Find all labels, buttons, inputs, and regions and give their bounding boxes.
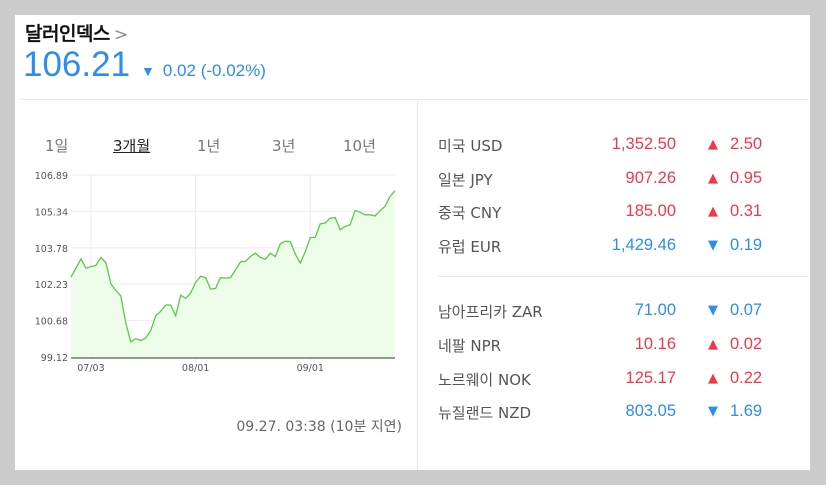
currency-row[interactable]: 미국 USD 1,352.50 ▲ 2.50 (438, 135, 798, 159)
chevron-right-icon: > (113, 25, 128, 45)
currency-row[interactable]: 유럽 EUR 1,429.46 ▼ 0.19 (438, 236, 798, 260)
up-arrow-icon: ▲ (708, 171, 718, 186)
timestamp: 09.27. 03:38 (10분 지연) (236, 419, 402, 435)
currency-rate: 907.26 (625, 169, 676, 187)
currency-change: 1.69 (730, 402, 763, 420)
y-tick-label: 103.78 (35, 244, 68, 255)
tab-3m[interactable]: 3개월 (113, 137, 151, 155)
currency-rate: 125.17 (625, 369, 676, 387)
price-line (70, 190, 396, 343)
currency-name: 중국 CNY (438, 204, 502, 222)
currency-row[interactable]: 중국 CNY 185.00 ▲ 0.31 (438, 202, 798, 226)
up-arrow-icon: ▲ (708, 337, 718, 352)
tab-1y[interactable]: 1년 (197, 137, 221, 155)
down-arrow-icon: ▼ (708, 303, 718, 318)
currency-change: 0.02 (730, 335, 763, 353)
currency-change: 2.50 (730, 135, 763, 153)
down-arrow-icon: ▼ (708, 238, 718, 253)
tab-1d[interactable]: 1일 (45, 137, 69, 155)
y-tick-label: 105.34 (35, 207, 68, 218)
dollar-index-card: 달러인덱스 > 106.21 ▼ 0.02 (-0.02%) 1일 3개월 1년 3… (15, 15, 810, 470)
up-arrow-icon: ▲ (708, 371, 718, 386)
currency-change: 0.95 (730, 169, 763, 187)
currency-rate: 1,429.46 (611, 236, 676, 254)
price-chart: 106.89 105.34 103.78 102.23 100.68 99.12 07/03… (35, 171, 396, 374)
currency-name: 노르웨이 NOK (438, 371, 531, 389)
x-tick-label: 09/01 (297, 363, 324, 374)
currency-row[interactable]: 남아프리카 ZAR 71.00 ▼ 0.07 (438, 301, 798, 325)
tab-3y[interactable]: 3년 (272, 137, 296, 155)
currency-name: 남아프리카 ZAR (438, 303, 543, 321)
currency-rate: 1,352.50 (611, 135, 676, 153)
x-tick-label: 08/01 (182, 363, 209, 374)
y-tick-label: 106.89 (35, 171, 68, 182)
x-tick-label: 07/03 (77, 363, 104, 374)
currency-change: 0.22 (730, 369, 763, 387)
current-price: 106.21 (23, 45, 131, 84)
index-title-link[interactable]: 달러인덱스 > (25, 19, 128, 46)
y-tick-label: 100.68 (35, 316, 68, 327)
currency-name: 미국 USD (438, 137, 503, 155)
currency-row[interactable]: 노르웨이 NOK 125.17 ▲ 0.22 (438, 369, 798, 393)
currency-name: 일본 JPY (438, 171, 493, 189)
price-change: ▼ 0.02 (-0.02%) (141, 61, 266, 81)
currency-name: 네팔 NPR (438, 337, 502, 355)
change-value: 0.02 (162, 61, 196, 80)
y-tick-label: 102.23 (35, 280, 68, 291)
divider (417, 100, 418, 470)
currency-change: 0.31 (730, 202, 763, 220)
currency-row[interactable]: 일본 JPY 907.26 ▲ 0.95 (438, 169, 798, 193)
up-arrow-icon: ▲ (708, 204, 718, 219)
currency-name: 뉴질랜드 NZD (438, 404, 532, 422)
currency-name: 유럽 EUR (438, 238, 502, 256)
up-arrow-icon: ▲ (708, 137, 718, 152)
currency-change: 0.07 (730, 301, 763, 319)
down-arrow-icon: ▼ (141, 63, 155, 79)
title-text: 달러인덱스 (25, 23, 110, 45)
tab-10y[interactable]: 10년 (343, 137, 376, 155)
currency-rate: 10.16 (634, 335, 676, 353)
currency-rate: 71.00 (634, 301, 676, 319)
change-percent: (-0.02%) (200, 61, 266, 80)
y-tick-label: 99.12 (41, 353, 68, 364)
currency-rate: 185.00 (625, 202, 676, 220)
divider (20, 99, 808, 100)
down-arrow-icon: ▼ (708, 404, 718, 419)
currency-row[interactable]: 네팔 NPR 10.16 ▲ 0.02 (438, 335, 798, 359)
currency-row[interactable]: 뉴질랜드 NZD 803.05 ▼ 1.69 (438, 402, 798, 426)
divider (438, 276, 808, 277)
currency-change: 0.19 (730, 236, 763, 254)
currency-rate: 803.05 (625, 402, 676, 420)
